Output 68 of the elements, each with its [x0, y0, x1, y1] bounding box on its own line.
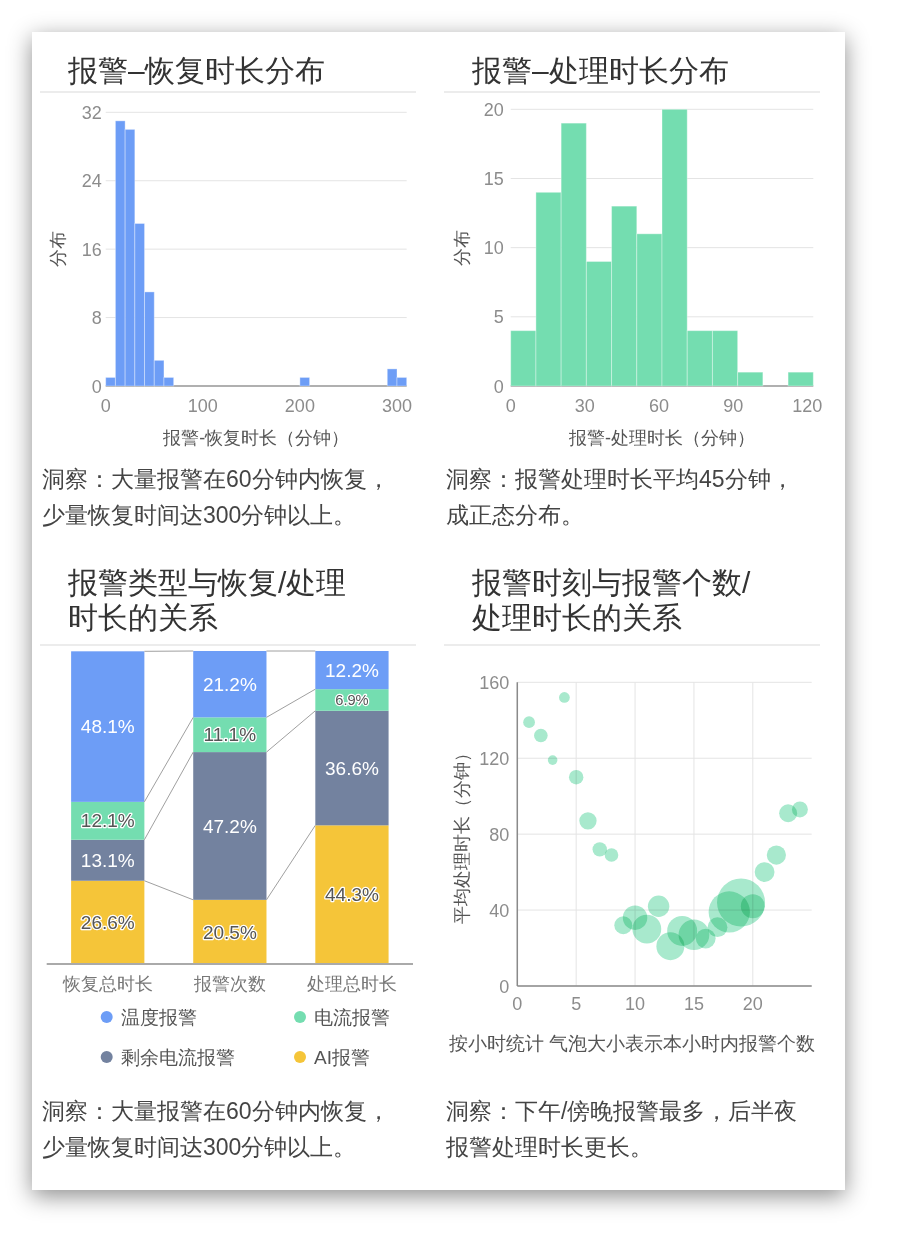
x-title: 按小时统计 气泡大小表示本小时内报警个数 [448, 1033, 816, 1054]
y-tick: 24 [81, 171, 102, 192]
x-tick: 120 [792, 395, 823, 416]
category: 恢复总时长 [62, 974, 153, 994]
y-title: 平均处理时长（分钟） [452, 744, 472, 925]
x-tick: 200 [284, 395, 315, 416]
data-label: 11.1% [203, 724, 257, 746]
note: 洞察：大量报警在60分钟内恢复， [42, 1098, 390, 1124]
x-title: 报警-恢复时长（分钟） [163, 428, 350, 448]
x-tick: 300 [381, 395, 412, 416]
data-label: 48.1% [80, 716, 135, 738]
y-tick: 16 [81, 239, 102, 260]
x-tick: 0 [512, 993, 523, 1014]
x-tick: 10 [625, 993, 646, 1014]
note: 报警处理时长更长。 [446, 1134, 653, 1160]
x-tick: 15 [683, 993, 704, 1014]
data-label: 12.2% [325, 659, 379, 681]
title: 报警–处理时长分布 [472, 54, 729, 87]
y-tick: 32 [81, 102, 102, 123]
x-title: 报警-处理时长（分钟） [569, 428, 755, 448]
note: 洞察：报警处理时长平均45分钟， [446, 466, 794, 492]
category: 报警次数 [193, 974, 266, 994]
data-label: 20.5% [202, 921, 257, 943]
data-label: 44.3% [325, 884, 379, 906]
y-title: 分布 [48, 231, 68, 268]
x-tick: 5 [571, 993, 582, 1014]
data-label: 26.6% [80, 911, 135, 933]
note: 少量恢复时间达300分钟以上。 [42, 1134, 357, 1160]
x-tick: 0 [505, 395, 516, 416]
legend-label: 电流报警 [314, 1007, 390, 1028]
data-label: 6.9% [335, 692, 369, 709]
y-tick: 5 [493, 307, 504, 328]
data-label: 21.2% [202, 673, 257, 695]
note: 成正态分布。 [446, 502, 584, 528]
title: 报警时刻与报警个数/ [472, 566, 751, 599]
x-tick: 30 [574, 395, 595, 416]
y-tick: 0 [91, 376, 102, 397]
title: 报警类型与恢复/处理 [68, 566, 347, 599]
note: 洞察：下午/傍晚报警最多，后半夜 [446, 1098, 798, 1124]
note: 少量恢复时间达300分钟以上。 [42, 502, 357, 528]
x-tick: 60 [649, 395, 670, 416]
note: 洞察：大量报警在60分钟内恢复， [42, 466, 390, 492]
data-label: 36.6% [325, 757, 379, 779]
y-tick: 0 [499, 976, 510, 997]
y-tick: 15 [483, 169, 504, 189]
x-tick: 0 [100, 395, 111, 416]
x-tick: 20 [742, 993, 763, 1014]
title: 时长的关系 [68, 601, 218, 634]
data-label: 12.1% [80, 810, 135, 832]
data-label: 47.2% [202, 815, 257, 837]
category: 处理总时长 [306, 974, 397, 994]
legend-label: AI报警 [314, 1047, 370, 1068]
y-tick: 120 [479, 748, 510, 769]
y-tick: 0 [493, 376, 504, 397]
legend-label: 剩余电流报警 [120, 1047, 235, 1068]
legend-label: 温度报警 [120, 1007, 197, 1028]
title: 报警–恢复时长分布 [68, 54, 325, 87]
y-tick: 160 [479, 672, 510, 693]
y-tick: 40 [489, 900, 510, 921]
y-tick: 10 [483, 238, 504, 259]
y-tick: 8 [91, 308, 102, 329]
title: 处理时长的关系 [472, 601, 682, 634]
y-tick: 20 [483, 99, 504, 120]
x-tick: 90 [723, 395, 744, 416]
y-tick: 80 [489, 824, 510, 845]
x-tick: 100 [187, 395, 218, 416]
y-title: 分布 [452, 229, 472, 266]
data-label: 13.1% [80, 849, 135, 871]
